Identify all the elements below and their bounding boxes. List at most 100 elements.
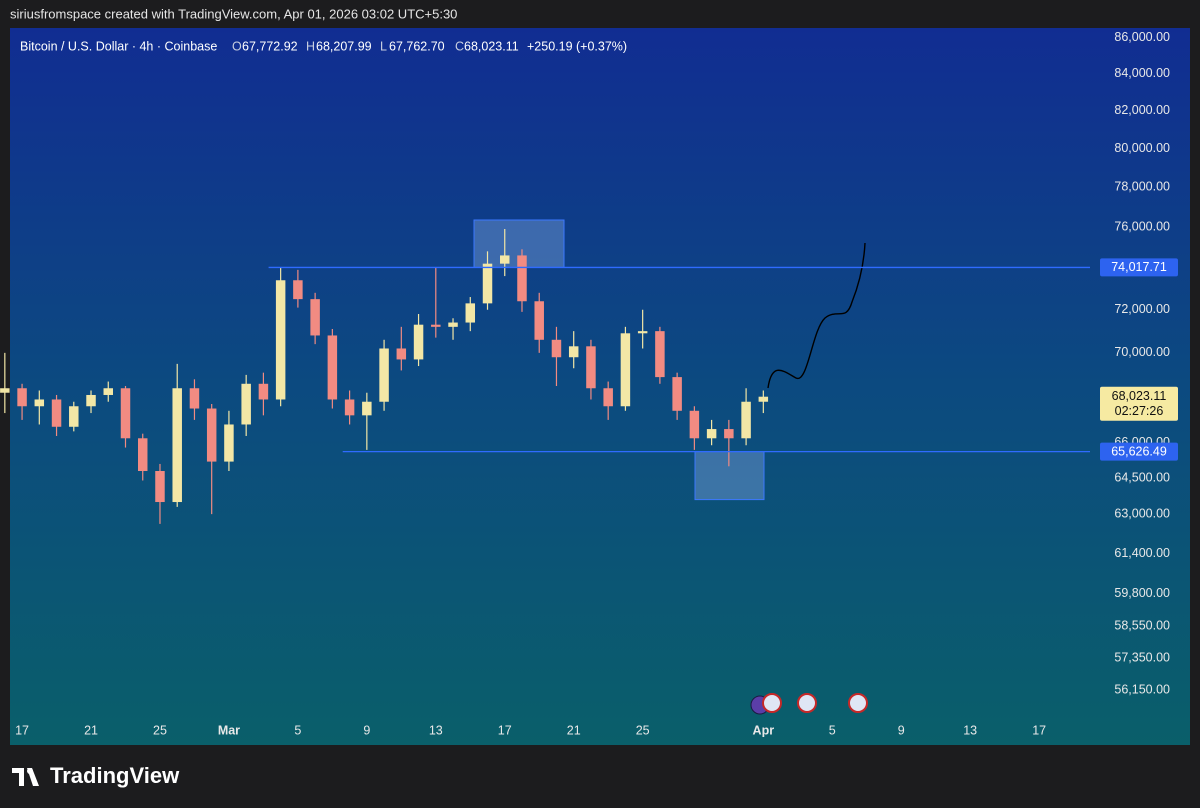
x-tick-label: 17: [498, 723, 512, 737]
candle-body: [741, 401, 751, 439]
candle-body: [482, 263, 493, 304]
x-tick-label: Apr: [753, 723, 775, 737]
price-line-tag: [1100, 258, 1178, 277]
candle-body: [310, 299, 320, 336]
y-tick-label: 72,000.00: [1114, 302, 1170, 316]
candle-body: [534, 301, 544, 340]
candle-body: [586, 346, 596, 389]
x-tick-label: 21: [84, 723, 98, 737]
legend-key: O: [232, 39, 242, 53]
candle-body: [413, 324, 424, 360]
y-tick-label: 61,400.00: [1114, 546, 1170, 560]
y-tick-label: 84,000.00: [1114, 66, 1170, 80]
event-icons: [750, 693, 868, 715]
candle-body: [69, 406, 79, 427]
candle-body: [500, 255, 510, 264]
candle-body: [431, 324, 441, 327]
candle-body: [34, 399, 45, 407]
candle-body: [672, 377, 682, 411]
price-line-tag: [1100, 442, 1178, 461]
candle-body: [206, 408, 217, 462]
candle-body: [241, 383, 251, 425]
candle-body: [379, 348, 389, 402]
x-tick-label: Mar: [218, 723, 240, 737]
x-tick-label: 25: [636, 723, 650, 737]
candle-body: [362, 401, 372, 416]
x-tick-label: 25: [153, 723, 167, 737]
candle-body: [724, 429, 734, 439]
legend-value: 67,772.92: [242, 39, 298, 53]
x-tick-label: 21: [567, 723, 581, 737]
legend-change: +250.19 (+0.37%): [527, 39, 627, 53]
y-tick-label: 59,800.00: [1114, 586, 1170, 600]
projection-drawing: [767, 242, 866, 389]
y-tick-label: 86,000.00: [1114, 30, 1170, 44]
symbol: Bitcoin / U.S. Dollar · 4h · Coinbase: [20, 39, 217, 53]
legend-value: 68,207.99: [316, 39, 372, 53]
legend-key: L: [380, 39, 387, 53]
candle-body: [689, 410, 700, 439]
candle-body: [120, 388, 131, 439]
brand-logo: [12, 768, 39, 786]
candle-body: [568, 346, 579, 358]
candle-body: [17, 388, 27, 407]
brand-name: TradingView: [50, 763, 180, 788]
y-tick-label: 56,150.00: [1114, 683, 1170, 697]
candle-body: [396, 348, 407, 360]
x-tick-label: 13: [429, 723, 443, 737]
candle-body: [275, 280, 286, 400]
candle-body: [517, 255, 527, 302]
candle-body: [0, 388, 10, 393]
x-tick-label: 17: [1032, 723, 1046, 737]
header-title: siriusfromspace created with TradingView…: [10, 6, 457, 21]
candle-body: [758, 396, 769, 402]
candle-body: [655, 331, 665, 378]
price-line-label: 74,017.71: [1111, 260, 1167, 274]
last-price-label: 68,023.11: [1112, 389, 1167, 403]
candle-body: [706, 429, 717, 439]
candle-body: [344, 399, 355, 416]
candle-body: [603, 388, 613, 407]
candle-body: [637, 331, 648, 334]
last-price-tag: [1100, 386, 1178, 421]
x-tick-label: 13: [963, 723, 977, 737]
chart-area: [10, 28, 1190, 745]
y-tick-label: 58,550.00: [1114, 619, 1170, 633]
y-tick-label: 82,000.00: [1114, 103, 1170, 117]
y-tick-label: 78,000.00: [1114, 180, 1170, 194]
x-tick-label: 17: [15, 723, 29, 737]
legend-value: 68,023.11: [464, 39, 519, 53]
candle-body: [172, 388, 182, 503]
x-tick-label: 9: [898, 723, 905, 737]
legend-value: 67,762.70: [389, 39, 445, 53]
candle-body: [293, 280, 303, 300]
y-tick-label: 64,500.00: [1114, 470, 1170, 484]
candle-body: [327, 335, 338, 400]
candle-body: [189, 388, 200, 409]
candle-body: [103, 388, 114, 395]
countdown: 02:27:26: [1115, 404, 1164, 418]
y-tick-label: 80,000.00: [1114, 141, 1170, 155]
candle-body: [448, 322, 458, 327]
y-tick-label: 57,350.00: [1114, 650, 1170, 664]
candle-body: [137, 438, 148, 472]
x-tick-label: 5: [829, 723, 836, 737]
candle-body: [620, 333, 631, 407]
support-zone: [694, 451, 765, 501]
candle-body: [86, 394, 96, 407]
y-tick-label: 70,000.00: [1114, 345, 1170, 359]
x-tick-label: 9: [363, 723, 370, 737]
candle-body: [465, 303, 476, 323]
y-tick-label: 76,000.00: [1114, 219, 1170, 233]
candle-body: [258, 383, 269, 400]
candle-body: [224, 424, 234, 462]
candle-body: [155, 471, 165, 503]
candle-body: [551, 339, 562, 358]
legend-key: H: [306, 39, 315, 53]
x-tick-label: 5: [294, 723, 301, 737]
candle-body: [51, 399, 62, 427]
y-tick-label: 63,000.00: [1114, 506, 1170, 520]
price-line-label: 65,626.49: [1111, 444, 1167, 458]
